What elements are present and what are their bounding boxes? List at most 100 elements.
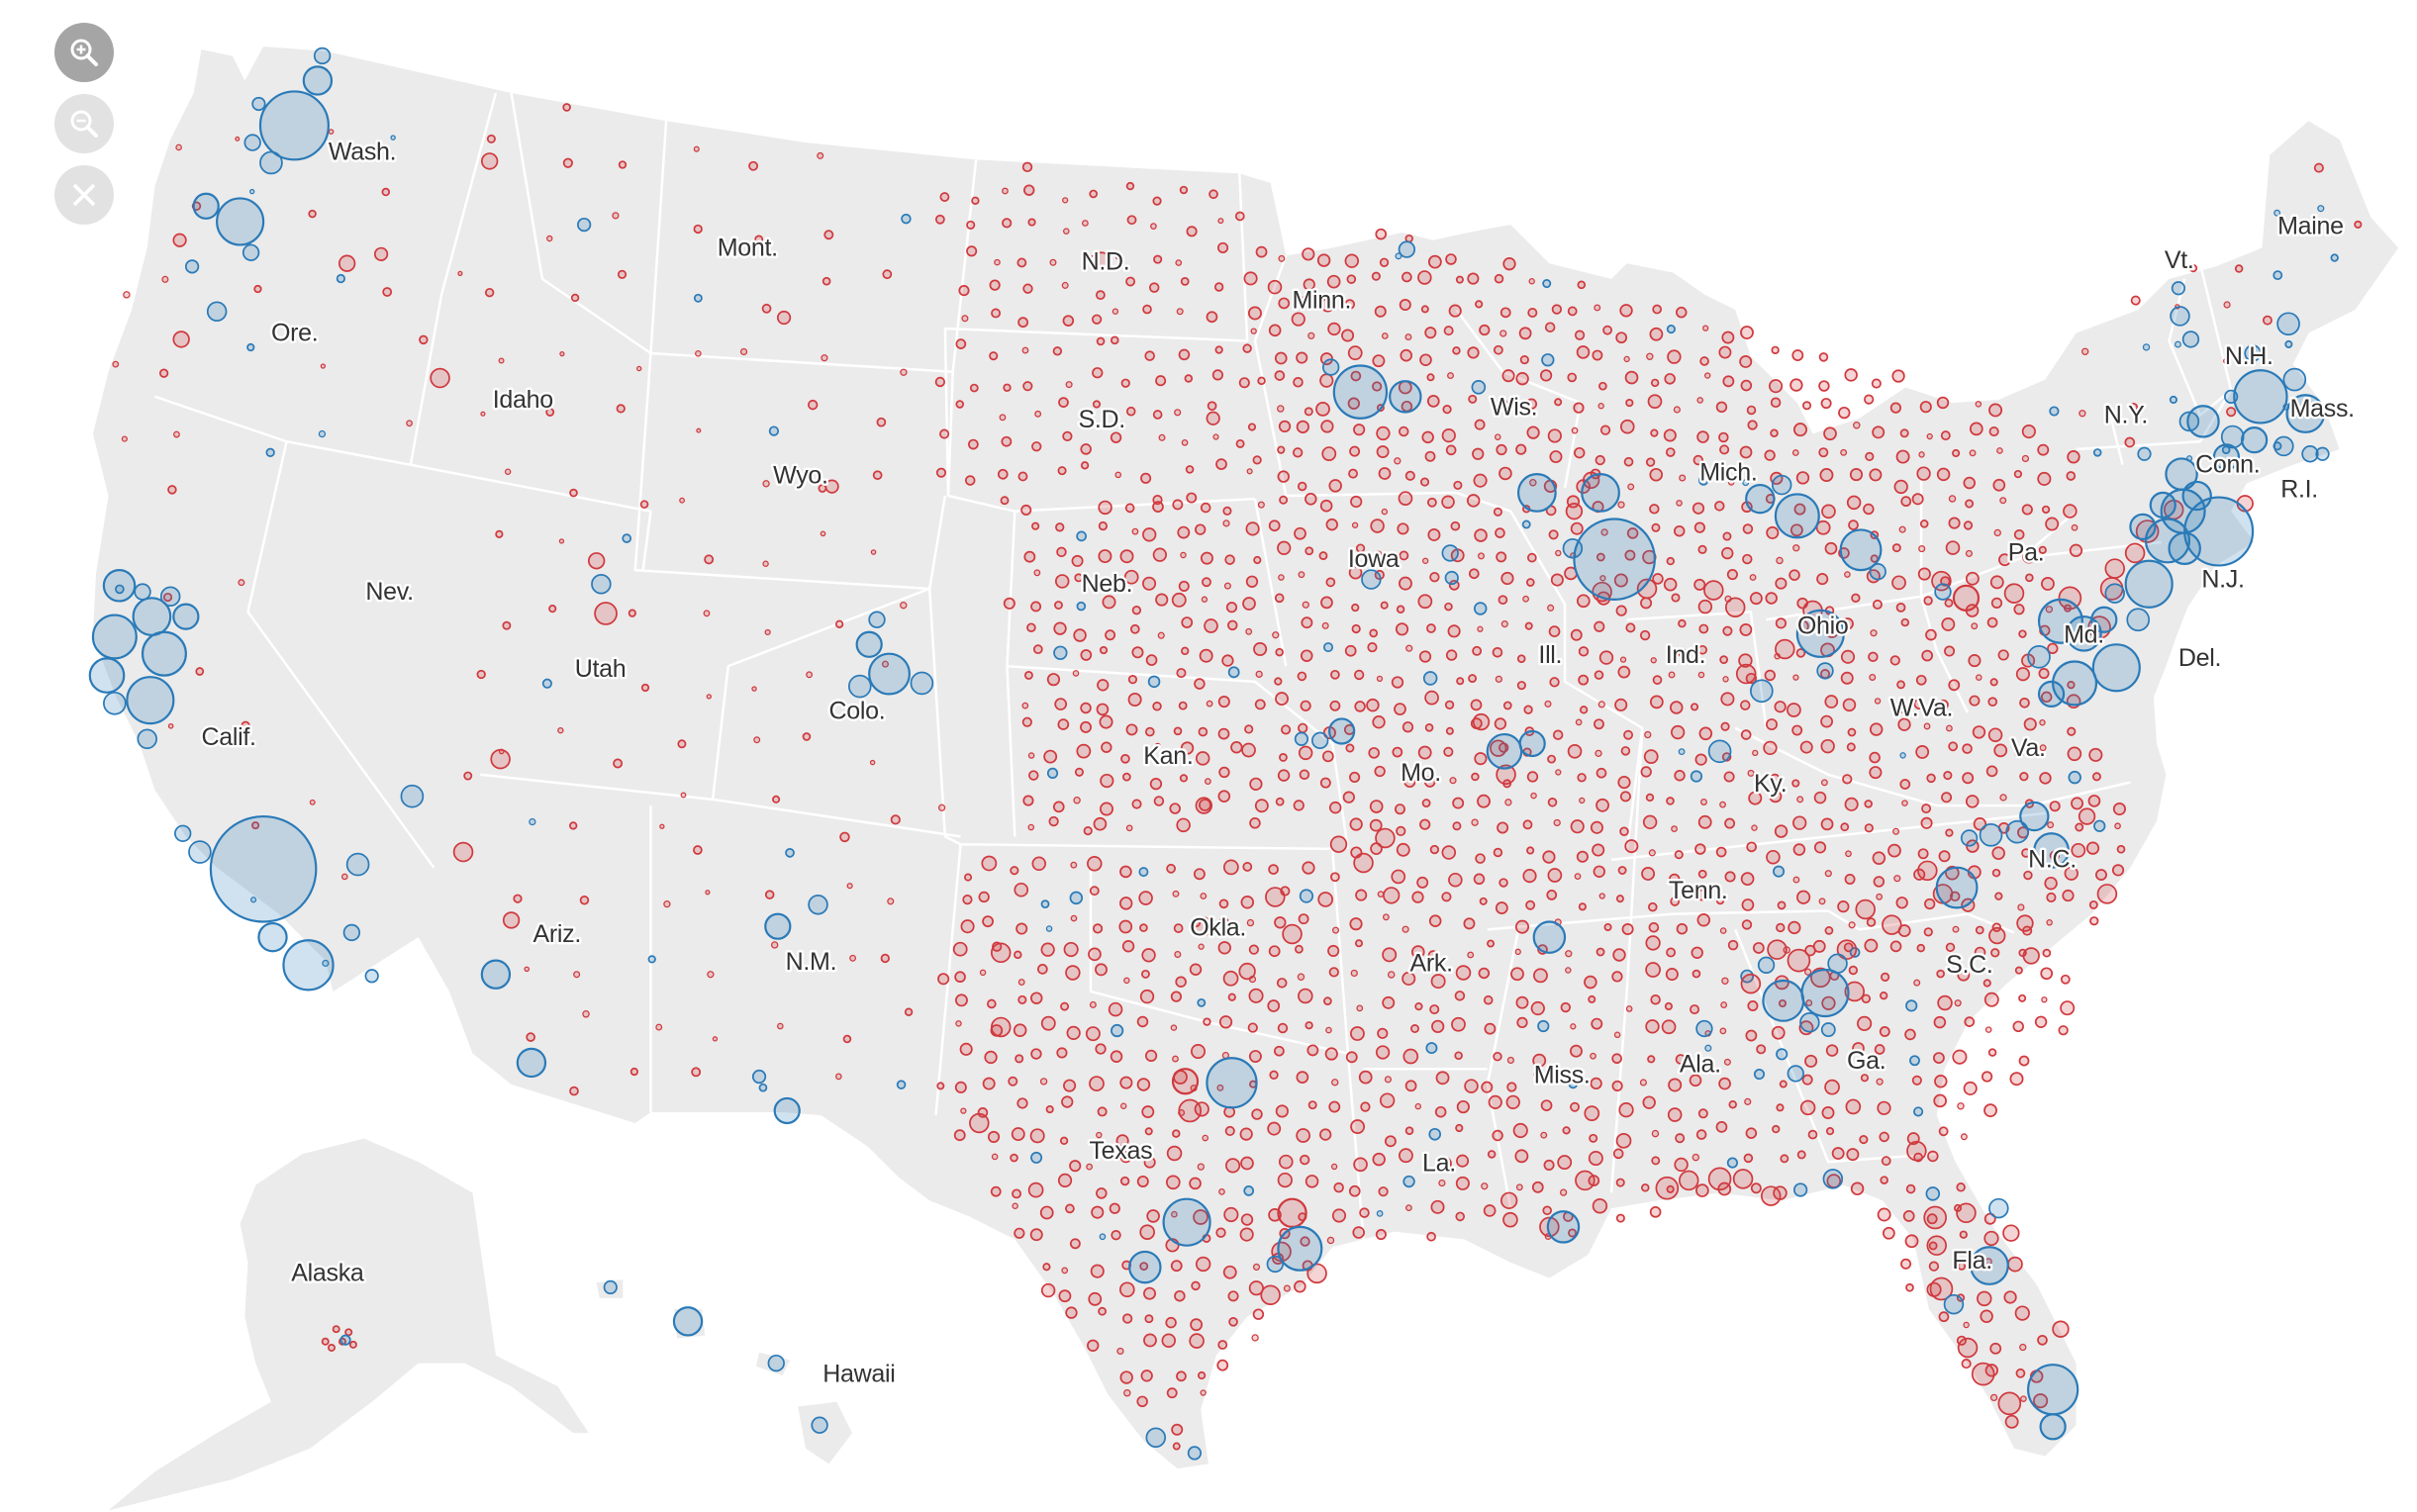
republican-county-circle[interactable] [1941, 617, 1956, 631]
republican-county-circle[interactable] [1889, 655, 1900, 666]
republican-county-circle[interactable] [1180, 276, 1190, 286]
republican-county-circle[interactable] [1243, 271, 1258, 286]
republican-county-circle[interactable] [1626, 527, 1639, 539]
democratic-county-circle[interactable] [1428, 1127, 1442, 1141]
republican-county-circle[interactable] [1945, 942, 1956, 953]
republican-county-circle[interactable] [1144, 350, 1155, 361]
republican-county-circle[interactable] [476, 669, 486, 680]
republican-county-circle[interactable] [1445, 649, 1458, 661]
republican-county-circle[interactable] [1527, 307, 1538, 318]
democratic-county-circle[interactable] [647, 955, 656, 964]
republican-county-circle[interactable] [1796, 890, 1811, 904]
republican-county-circle[interactable] [1375, 228, 1388, 240]
republican-county-circle[interactable] [1739, 354, 1753, 368]
democratic-county-circle[interactable] [1909, 1055, 1920, 1067]
republican-county-circle[interactable] [1741, 919, 1753, 930]
republican-county-circle[interactable] [1429, 844, 1440, 855]
republican-county-circle[interactable] [1471, 818, 1479, 826]
republican-county-circle[interactable] [1120, 753, 1130, 764]
republican-county-circle[interactable] [1247, 1022, 1258, 1033]
republican-county-circle[interactable] [1642, 814, 1658, 830]
republican-county-circle[interactable] [1789, 378, 1803, 392]
republican-county-circle[interactable] [2041, 505, 2051, 515]
republican-county-circle[interactable] [772, 795, 781, 803]
republican-county-circle[interactable] [1983, 1230, 1999, 1247]
democratic-county-circle[interactable] [339, 1334, 351, 1346]
republican-county-circle[interactable] [1869, 468, 1883, 482]
republican-county-circle[interactable] [696, 427, 702, 433]
republican-county-circle[interactable] [1423, 776, 1436, 788]
republican-county-circle[interactable] [1170, 991, 1183, 1002]
republican-county-circle[interactable] [1131, 527, 1139, 535]
republican-county-circle[interactable] [1669, 701, 1684, 714]
republican-county-circle[interactable] [1241, 742, 1256, 758]
republican-county-circle[interactable] [2009, 1072, 2024, 1087]
republican-county-circle[interactable] [235, 136, 241, 142]
republican-county-circle[interactable] [764, 890, 775, 899]
democratic-county-circle[interactable] [1869, 563, 1886, 581]
republican-county-circle[interactable] [1260, 1284, 1281, 1306]
republican-county-circle[interactable] [1096, 703, 1110, 716]
republican-county-circle[interactable] [2003, 583, 2025, 604]
republican-county-circle[interactable] [579, 895, 590, 905]
republican-county-circle[interactable] [1574, 446, 1586, 459]
republican-county-circle[interactable] [1356, 1004, 1364, 1012]
republican-county-circle[interactable] [979, 969, 987, 977]
republican-county-circle[interactable] [1547, 798, 1558, 807]
republican-county-circle[interactable] [1421, 799, 1431, 808]
republican-county-circle[interactable] [1452, 821, 1462, 831]
republican-county-circle[interactable] [1787, 948, 1811, 973]
republican-county-circle[interactable] [969, 383, 979, 393]
republican-county-circle[interactable] [1840, 671, 1854, 685]
republican-county-circle[interactable] [1877, 1207, 1891, 1222]
republican-county-circle[interactable] [1506, 1082, 1517, 1092]
republican-county-circle[interactable] [1590, 1052, 1596, 1060]
republican-county-circle[interactable] [1252, 1263, 1261, 1271]
democratic-county-circle[interactable] [1820, 1022, 1836, 1038]
republican-county-circle[interactable] [1547, 754, 1557, 764]
republican-county-circle[interactable] [1438, 1179, 1446, 1187]
republican-county-circle[interactable] [2060, 974, 2071, 985]
republican-county-circle[interactable] [1742, 553, 1753, 565]
republican-county-circle[interactable] [1940, 430, 1951, 441]
republican-county-circle[interactable] [1257, 501, 1265, 509]
democratic-county-circle[interactable] [1666, 325, 1676, 334]
democratic-county-circle[interactable] [896, 1080, 907, 1089]
republican-county-circle[interactable] [1557, 1155, 1573, 1171]
republican-county-circle[interactable] [1691, 703, 1699, 711]
republican-county-circle[interactable] [1720, 1001, 1728, 1008]
republican-county-circle[interactable] [1275, 797, 1285, 806]
republican-county-circle[interactable] [1184, 374, 1194, 383]
democratic-county-circle[interactable] [758, 1083, 768, 1092]
republican-county-circle[interactable] [1567, 306, 1578, 317]
republican-county-circle[interactable] [1152, 196, 1162, 206]
republican-county-circle[interactable] [2037, 471, 2052, 486]
republican-county-circle[interactable] [1040, 942, 1055, 957]
republican-county-circle[interactable] [1804, 1054, 1818, 1068]
republican-county-circle[interactable] [1063, 941, 1079, 958]
republican-county-circle[interactable] [1131, 646, 1144, 659]
republican-county-circle[interactable] [1215, 458, 1227, 470]
republican-county-circle[interactable] [1351, 623, 1361, 634]
republican-county-circle[interactable] [2114, 822, 2121, 830]
republican-county-circle[interactable] [1242, 343, 1252, 353]
republican-county-circle[interactable] [1776, 922, 1786, 933]
republican-county-circle[interactable] [1745, 1029, 1758, 1042]
republican-county-circle[interactable] [1694, 753, 1707, 766]
republican-county-circle[interactable] [1065, 1203, 1075, 1214]
republican-county-circle[interactable] [1030, 992, 1043, 1004]
republican-county-circle[interactable] [1089, 189, 1099, 199]
republican-county-circle[interactable] [1876, 1078, 1884, 1086]
republican-county-circle[interactable] [1825, 1127, 1835, 1136]
republican-county-circle[interactable] [1348, 468, 1358, 479]
republican-county-circle[interactable] [1456, 1099, 1470, 1114]
republican-county-circle[interactable] [1778, 998, 1788, 1008]
republican-county-circle[interactable] [1920, 816, 1933, 829]
republican-county-circle[interactable] [1674, 770, 1686, 782]
republican-county-circle[interactable] [1661, 1019, 1677, 1035]
republican-county-circle[interactable] [1098, 500, 1112, 516]
republican-county-circle[interactable] [1139, 1224, 1155, 1240]
republican-county-circle[interactable] [1302, 247, 1315, 261]
republican-county-circle[interactable] [1055, 522, 1065, 532]
democratic-county-circle[interactable] [1402, 1175, 1415, 1188]
